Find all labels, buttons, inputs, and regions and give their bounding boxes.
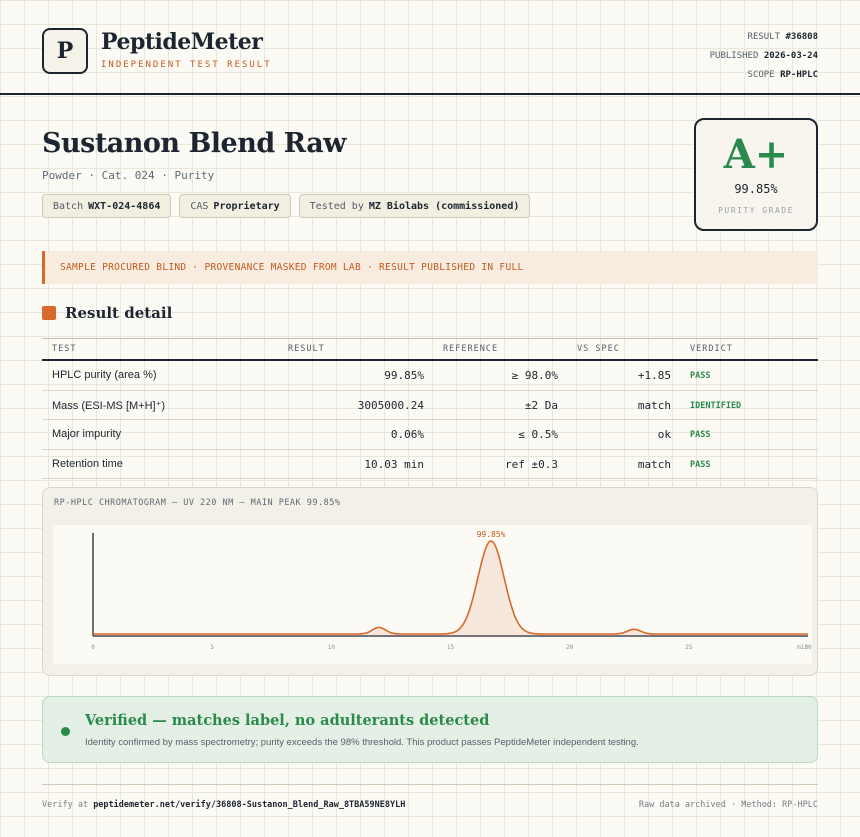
verify-prefix: Verify at (42, 800, 89, 810)
chip-label: Tested by (309, 200, 364, 212)
chip-value: Proprietary (213, 200, 280, 212)
verified-title: Verified — matches label, no adulterants… (85, 712, 490, 729)
published-label: PUBLISHED (709, 51, 759, 61)
chart-area: 99.85% 0 5 10 15 20 25 30 min (53, 525, 812, 664)
purity-grade-card: A+ 99.85% PURITY GRADE (694, 118, 818, 231)
table-header: TEST RESULT REFERENCE VS SPEC VERDICT (42, 338, 818, 361)
cell-reference: ±2 Da (524, 398, 558, 412)
cas-chip: CAS Proprietary (179, 194, 291, 218)
verify-link[interactable]: peptidemeter.net/verify/36808-Sustanon_B… (93, 800, 406, 810)
cell-result: 3005000.24 (357, 398, 424, 412)
footer-method: Raw data archived · Method: RP-HPLC (638, 800, 818, 810)
cell-vs-spec: ok (657, 428, 671, 441)
published-date: 2026-03-24 (763, 51, 818, 61)
chart-title: RP-HPLC CHROMATOGRAM — UV 220 NM — MAIN … (54, 498, 341, 508)
cell-vs-spec: +1.85 (637, 369, 671, 382)
cell-verdict: IDENTIFIED (690, 400, 742, 411)
column-header-reference: REFERENCE (443, 344, 499, 354)
x-tick-label: 30 (804, 644, 812, 651)
grade-value: 99.85% (734, 182, 778, 196)
result-table: TEST RESULT REFERENCE VS SPEC VERDICT HP… (42, 338, 818, 479)
batch-chip: Batch WXT-024-4864 (42, 194, 172, 218)
report-meta: RESULT #36808 PUBLISHED 2026-03-24 SCOPE… (710, 28, 818, 85)
x-tick-label: 5 (210, 644, 214, 651)
cell-result: 10.03 min (364, 457, 424, 471)
cell-verdict: PASS (690, 371, 711, 381)
report-header: P PeptideMeter INDEPENDENT TEST RESULT R… (0, 0, 860, 95)
chromatogram-panel: RP-HPLC CHROMATOGRAM — UV 220 NM — MAIN … (42, 487, 818, 676)
grade-label: PURITY GRADE (718, 206, 794, 215)
verified-dot-icon (61, 727, 70, 736)
x-tick-label: 0 (91, 644, 95, 651)
table-row: Mass (ESI-MS [M+H]⁺) 3005000.24 ±2 Da ma… (42, 391, 818, 420)
table-row: Retention time 10.03 min ref ±0.3 match … (42, 450, 818, 479)
chip-label: CAS (190, 200, 209, 212)
brand-name: PeptideMeter (101, 29, 263, 55)
table-row: Major impurity 0.06% ≤ 0.5% ok PASS (42, 420, 818, 450)
cell-vs-spec: match (637, 398, 671, 412)
cell-vs-spec: match (637, 457, 671, 471)
blind-sample-notice: SAMPLE PROCURED BLIND · PROVENANCE MASKE… (42, 251, 818, 284)
chip-value: MZ Biolabs (commissioned) (368, 200, 520, 212)
cell-test: HPLC purity (area %) (52, 369, 157, 381)
grade-letter: A+ (723, 131, 789, 178)
chromatogram-trace (93, 540, 808, 635)
column-header-result: RESULT (288, 344, 325, 354)
cell-reference: ref ±0.3 (505, 457, 558, 471)
product-subtitle: Powder · Cat. 024 · Purity (42, 169, 215, 182)
x-tick-label: 15 (447, 644, 455, 651)
cell-test: Retention time (52, 457, 123, 470)
chip-value: WXT-024-4864 (88, 200, 161, 212)
logo-icon: P (42, 28, 88, 74)
scope-label: SCOPE (747, 70, 775, 80)
scope-value: RP-HPLC (780, 70, 818, 80)
section-marker-icon (42, 306, 56, 320)
x-unit-label: min (797, 644, 808, 651)
cell-result: 0.06% (390, 428, 424, 441)
verify-link-line: Verify at peptidemeter.net/verify/36808-… (42, 800, 405, 810)
cell-test: Major impurity (52, 428, 122, 440)
page-title: Sustanon Blend Raw (42, 128, 346, 159)
brand-subtitle: INDEPENDENT TEST RESULT (101, 60, 272, 70)
verified-banner: Verified — matches label, no adulterants… (42, 696, 818, 763)
cell-reference: ≥ 98.0% (511, 369, 558, 382)
section-title: Result detail (65, 304, 173, 322)
column-header-vs-spec: VS SPEC (577, 344, 620, 354)
peak-label: 99.85% (477, 530, 506, 539)
cell-verdict: PASS (690, 430, 711, 440)
result-label: RESULT (747, 32, 781, 42)
chip-label: Batch (53, 200, 84, 212)
verified-text: Identity confirmed by mass spectrometry;… (85, 737, 639, 748)
product-chips: Batch WXT-024-4864 CAS Proprietary Teste… (42, 194, 531, 218)
column-header-test: TEST (52, 344, 77, 354)
peak-fill (93, 541, 808, 636)
x-tick-label: 20 (566, 644, 574, 651)
result-id: #36808 (785, 32, 818, 42)
cell-test: Mass (ESI-MS [M+H]⁺) (52, 399, 166, 412)
column-header-verdict: VERDICT (690, 344, 733, 354)
cell-result: 99.85% (384, 369, 424, 382)
cell-verdict: PASS (690, 459, 711, 470)
footer: Verify at peptidemeter.net/verify/36808-… (42, 784, 818, 814)
table-row: HPLC purity (area %) 99.85% ≥ 98.0% +1.8… (42, 361, 818, 391)
cell-reference: ≤ 0.5% (518, 428, 558, 441)
x-tick-label: 10 (328, 644, 336, 651)
tested-by-chip: Tested by MZ Biolabs (commissioned) (298, 194, 531, 218)
x-tick-label: 25 (685, 644, 693, 651)
